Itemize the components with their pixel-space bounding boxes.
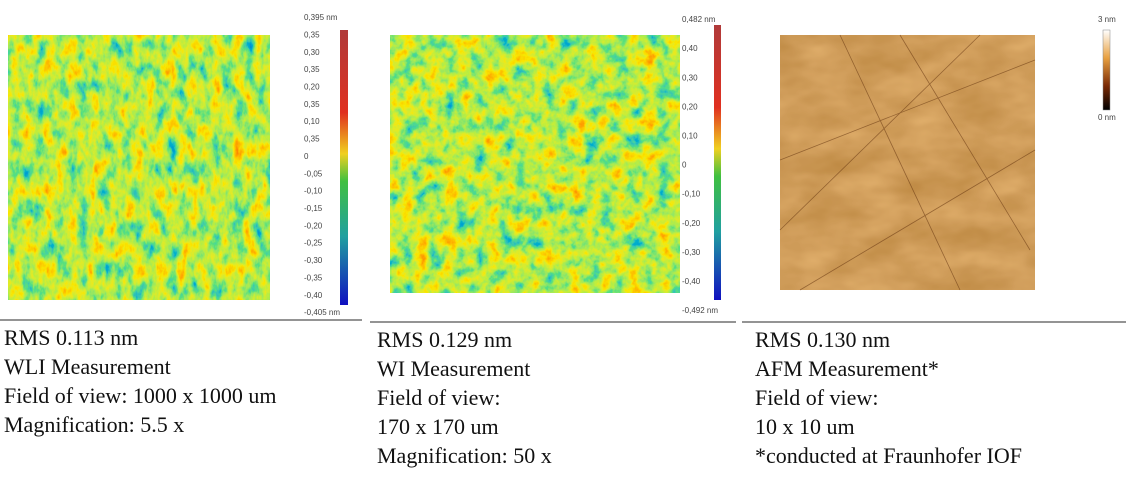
colorbar-label: 0,35 — [304, 30, 320, 39]
colorbar-label: 0 — [304, 152, 309, 161]
caption-line: RMS 0.129 nm — [377, 327, 512, 352]
colorbar-label: -0,30 — [304, 256, 323, 265]
colorbar-label: 0,395 nm — [304, 13, 338, 22]
colorbar-label: -0,25 — [304, 239, 323, 248]
colorbar-label: 0 — [682, 161, 687, 170]
caption-line: *conducted at Fraunhofer IOF — [755, 443, 1022, 468]
caption-line: Magnification: 50 x — [377, 443, 552, 468]
colorbar — [1102, 29, 1111, 111]
colorbar-label: 0,35 — [304, 135, 320, 144]
colorbar-label: 0,10 — [304, 117, 320, 126]
caption-line: Field of view: — [755, 385, 878, 410]
colorbar-label: -0,20 — [682, 219, 701, 228]
colorbar-label: 0,30 — [304, 48, 320, 57]
colorbar — [714, 25, 721, 300]
colorbar-label: 0,20 — [682, 102, 698, 111]
colorbar-label: 0,482 nm — [682, 15, 716, 24]
caption-line: WI Measurement — [377, 356, 530, 381]
colorbar-label: -0,40 — [682, 277, 701, 286]
caption-line: WLI Measurement — [4, 354, 171, 379]
wi-map — [390, 35, 680, 293]
colorbar-label: 0 nm — [1098, 113, 1116, 122]
caption-line: Magnification: 5.5 x — [4, 412, 184, 437]
caption-line: RMS 0.113 nm — [4, 325, 138, 350]
colorbar-label: -0,10 — [682, 190, 701, 199]
caption-line: Field of view: 1000 x 1000 um — [4, 383, 277, 408]
separators — [0, 319, 1126, 323]
caption-line: RMS 0.130 nm — [755, 327, 890, 352]
colorbar-label: -0,10 — [304, 187, 323, 196]
colorbar-label: -0,492 nm — [682, 306, 718, 315]
colorbar — [340, 30, 348, 305]
colorbar-label: 3 nm — [1098, 15, 1116, 24]
colorbar-label: -0,20 — [304, 221, 323, 230]
colorbar-label: -0,05 — [304, 169, 323, 178]
caption-line: AFM Measurement* — [755, 356, 939, 381]
colorbar-label: 0,35 — [304, 100, 320, 109]
colorbar-label: -0,15 — [304, 204, 323, 213]
colorbar-label: 0,20 — [304, 83, 320, 92]
caption-line: Field of view: — [377, 385, 500, 410]
colorbar-label: 0,35 — [304, 65, 320, 74]
colorbar-label: 0,40 — [682, 44, 698, 53]
colorbar-label: 0,10 — [682, 132, 698, 141]
colorbar-label: -0,30 — [682, 248, 701, 257]
caption-line: 170 x 170 um — [377, 414, 499, 439]
caption-line: 10 x 10 um — [755, 414, 855, 439]
wli-map — [8, 35, 270, 300]
colorbar-label: -0,405 nm — [304, 308, 340, 317]
afm-map — [780, 35, 1035, 290]
scratches — [779, 34, 1036, 291]
colorbar-label: -0,35 — [304, 273, 323, 282]
colorbar-label: 0,30 — [682, 73, 698, 82]
colorbar-label: -0,40 — [304, 291, 323, 300]
